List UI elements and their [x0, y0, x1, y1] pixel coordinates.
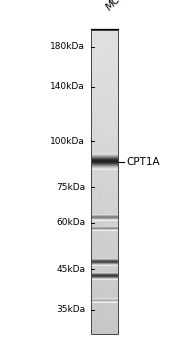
Text: MCF7: MCF7 — [104, 0, 132, 12]
Text: 75kDa: 75kDa — [56, 183, 85, 192]
Text: 35kDa: 35kDa — [56, 305, 85, 314]
Text: 60kDa: 60kDa — [56, 218, 85, 228]
Bar — [90, 30, 118, 334]
Text: 45kDa: 45kDa — [56, 265, 85, 274]
Text: 180kDa: 180kDa — [50, 42, 85, 51]
Text: CPT1A: CPT1A — [127, 156, 160, 167]
Text: 100kDa: 100kDa — [50, 136, 85, 146]
Text: 140kDa: 140kDa — [50, 83, 85, 91]
